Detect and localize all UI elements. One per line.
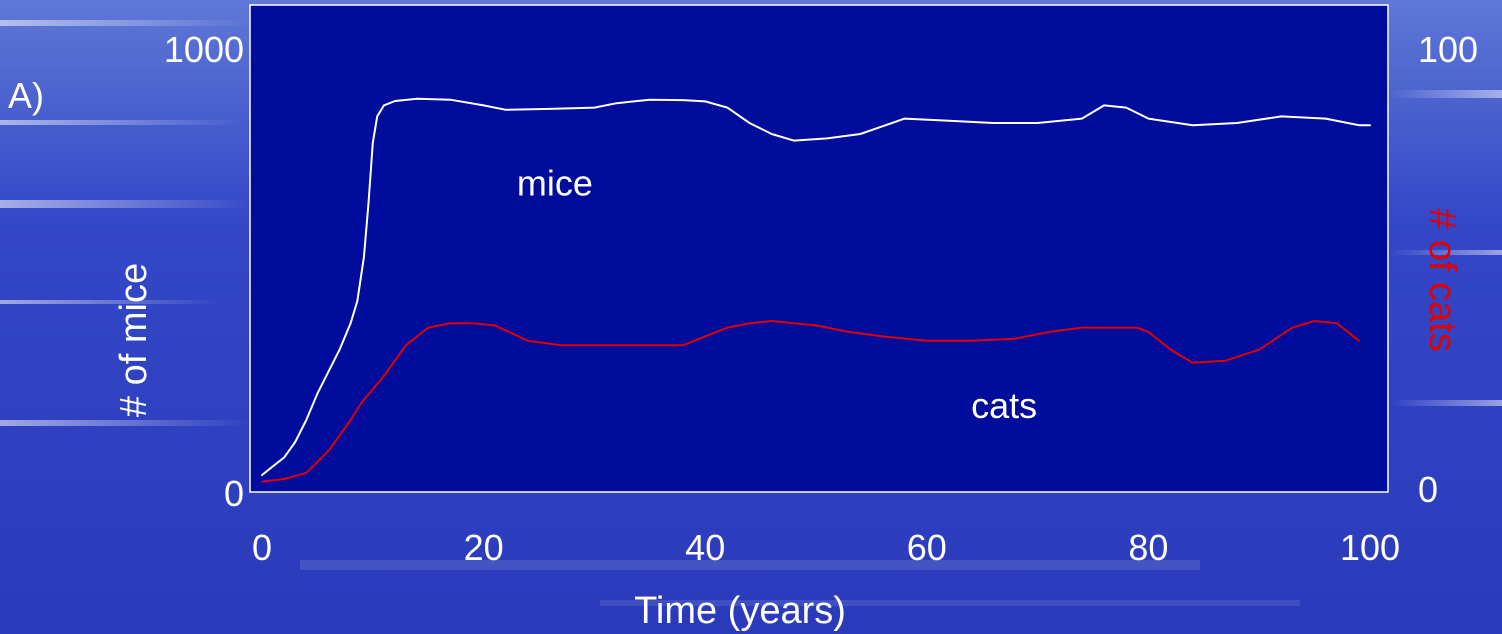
- annotation-mice: mice: [517, 163, 593, 204]
- y-right-tick-label-100: 100: [1418, 29, 1478, 70]
- y-left-axis-title: # of mice: [113, 263, 155, 417]
- x-tick-label-60: 60: [907, 527, 947, 568]
- plot-area: [249, 4, 1389, 493]
- series-line-mice: [261, 97, 1371, 476]
- x-axis-title: Time (years): [634, 590, 846, 632]
- y-right-tick-label-0: 0: [1418, 469, 1438, 510]
- y-right-axis-title: # of cats: [1421, 208, 1463, 352]
- annotation-cats: cats: [971, 385, 1037, 426]
- series-line-cats: [261, 320, 1360, 483]
- x-tick-label-40: 40: [685, 527, 725, 568]
- x-tick-label-80: 80: [1128, 527, 1168, 568]
- y-left-tick-label-0: 0: [224, 473, 244, 514]
- x-tick-label-20: 20: [464, 527, 504, 568]
- y-left-tick-label-1000: 1000: [164, 29, 244, 70]
- x-tick-label-100: 100: [1340, 527, 1400, 568]
- x-tick-label-0: 0: [252, 527, 272, 568]
- panel-label: A): [8, 75, 44, 116]
